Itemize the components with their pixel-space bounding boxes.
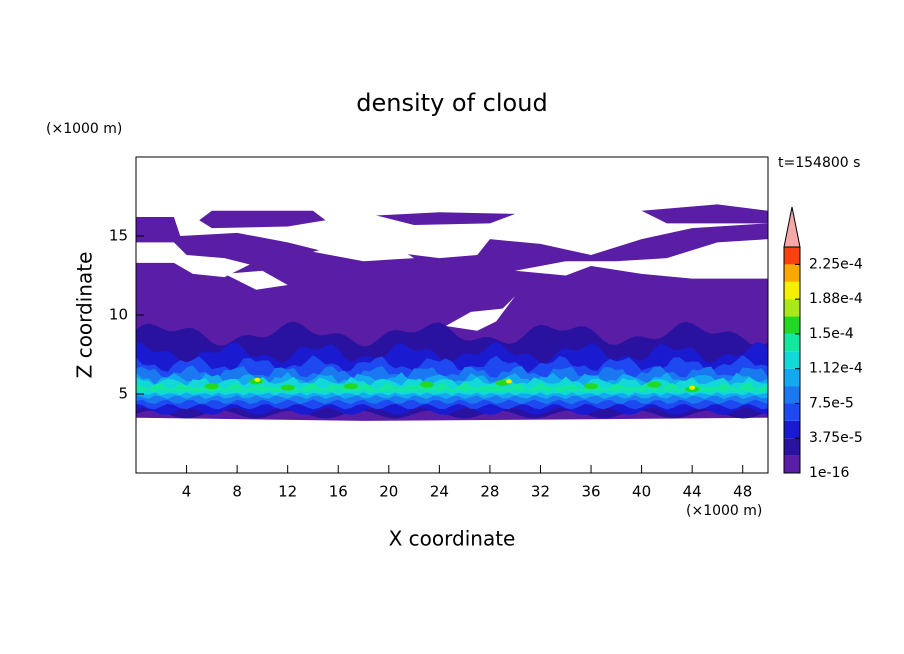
colorbar-segment (784, 333, 800, 352)
contour-spot (419, 381, 434, 388)
colorbar-frame (783, 246, 801, 474)
x-axis-label: X coordinate (389, 527, 516, 551)
colorbar-segment (784, 368, 800, 387)
contour-spot (280, 384, 295, 391)
colorbar-segment (784, 403, 800, 421)
contour-spot (204, 383, 219, 390)
contour-band (136, 382, 768, 393)
colorbar-tick-label: 2.25e-4 (809, 256, 863, 272)
x-tick-label: 16 (329, 483, 348, 501)
colorbar-segment (784, 281, 800, 300)
colorbar-segment (784, 299, 800, 317)
x-tick-label: 8 (232, 483, 242, 501)
x-tick-label: 48 (733, 483, 752, 501)
colorbar-tick-label: 1e-16 (809, 465, 849, 481)
x-tick-label: 20 (379, 483, 398, 501)
contour-region (199, 210, 326, 229)
y-unit: (×1000 m) (46, 121, 122, 137)
cloud-gap (136, 242, 250, 278)
colorbar-segment (784, 247, 800, 265)
cloud-gap (224, 270, 288, 290)
y-tick-label: 15 (109, 227, 128, 245)
colorbar-segment (784, 386, 800, 404)
y-tick-label: 10 (109, 306, 128, 324)
contour-spot (689, 385, 696, 390)
contour-spot (505, 379, 512, 384)
colorbar-segment (784, 351, 800, 369)
time-label: t=154800 s (778, 155, 860, 171)
colorbar-segment (784, 316, 800, 334)
y-tick-label: 5 (118, 385, 128, 403)
contour-spot (584, 383, 599, 390)
y-axis-label: Z coordinate (73, 252, 97, 379)
contour-region (376, 212, 516, 225)
x-tick-label: 28 (480, 483, 499, 501)
contour-region (641, 204, 768, 224)
contour-spot (647, 381, 662, 388)
x-tick-label: 24 (430, 483, 449, 501)
x-tick-label: 4 (182, 483, 192, 501)
colorbar-segment (784, 420, 800, 439)
colorbar-segment (784, 455, 800, 473)
x-unit: (×1000 m) (686, 503, 762, 519)
colorbar-extension (783, 206, 801, 248)
x-tick-label: 36 (581, 483, 600, 501)
colorbar-tick-label: 3.75e-5 (809, 430, 863, 446)
colorbar-tick-label: 1.5e-4 (809, 326, 854, 342)
cloud-gap (312, 245, 415, 262)
cloud-gap (445, 296, 516, 331)
x-tick-label: 40 (632, 483, 651, 501)
colorbar-tick-label: 1.88e-4 (809, 291, 863, 307)
colorbar-segment (784, 438, 800, 456)
x-tick-label: 32 (531, 483, 550, 501)
colorbar-segment (784, 264, 800, 282)
contour-spot (343, 383, 358, 390)
contour-field (136, 204, 768, 421)
chart-title: density of cloud (356, 89, 547, 117)
cloud-gap (515, 239, 768, 279)
contour-spot (254, 377, 261, 382)
colorbar-tick-label: 1.12e-4 (809, 361, 863, 377)
x-tick-label: 12 (278, 483, 297, 501)
x-tick-label: 44 (683, 483, 702, 501)
colorbar-tick-label: 7.5e-5 (809, 395, 854, 411)
